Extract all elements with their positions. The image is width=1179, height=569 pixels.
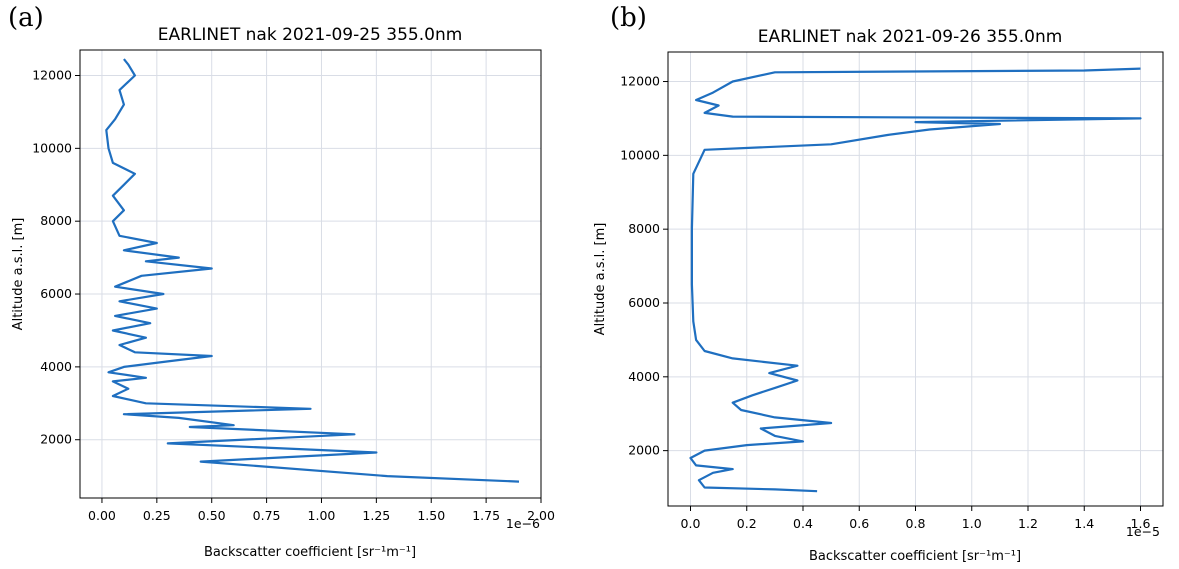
panel-b-series-line	[689, 67, 1142, 493]
x-tick-label: 0.8	[906, 516, 926, 531]
panel-a-ticks: 0.00 0.25 0.50 0.75 1.00 1.25 1.50 1.75 2.00 2000…	[32, 67, 555, 523]
x-tick-label: 1.2	[1018, 516, 1038, 531]
panel-b-xlabel: Backscatter coefficient [sr⁻¹m⁻¹]	[809, 549, 1021, 564]
x-tick-label: 0.75	[253, 508, 281, 523]
x-tick-label: 0.50	[198, 508, 226, 523]
panel-a-xlabel: Backscatter coefficient [sr⁻¹m⁻¹]	[204, 545, 416, 560]
x-tick-label: 1.0	[962, 516, 982, 531]
panel-b-x-offset: 1e−5	[1126, 524, 1160, 539]
panel-a-x-offset: 1e−6	[506, 516, 540, 531]
x-tick-label: 1.25	[362, 508, 390, 523]
panel-a-axes-frame	[79, 49, 542, 499]
panel-a-series-line	[105, 58, 520, 483]
panel-a-title: EARLINET nak 2021-09-25 355.0nm	[158, 25, 463, 45]
panel-b: (b) EARLINET nak 2021-09-26 355.0nm 0.0 0…	[593, 3, 1164, 564]
x-tick-label: 0.0	[681, 516, 701, 531]
y-tick-label: 6000	[628, 295, 660, 310]
x-tick-label: 0.2	[737, 516, 757, 531]
panel-a: (a) EARLINET nak 2021-09-25 355.0nm 0.00…	[8, 3, 555, 560]
y-tick-label: 2000	[628, 443, 660, 458]
x-tick-label: 1.75	[472, 508, 500, 523]
y-tick-label: 12000	[620, 74, 660, 89]
y-tick-label: 8000	[40, 213, 72, 228]
x-tick-label: 0.6	[849, 516, 869, 531]
x-tick-label: 1.4	[1074, 516, 1094, 531]
y-tick-label: 4000	[628, 369, 660, 384]
panel-a-label: (a)	[8, 3, 44, 33]
panel-b-label: (b)	[610, 3, 647, 33]
panel-b-ticks: 0.0 0.2 0.4 0.6 0.8 1.0 1.2 1.4 1.6 2000 4000 6000 8…	[620, 74, 1150, 531]
y-tick-label: 10000	[620, 147, 660, 162]
x-tick-label: 0.25	[143, 508, 171, 523]
x-tick-label: 2.00	[527, 508, 555, 523]
x-tick-label: 1.00	[308, 508, 336, 523]
y-tick-label: 10000	[32, 140, 72, 155]
x-tick-label: 1.50	[417, 508, 445, 523]
panel-b-title: EARLINET nak 2021-09-26 355.0nm	[758, 27, 1063, 47]
y-tick-label: 4000	[40, 359, 72, 374]
x-tick-label: 1.6	[1131, 516, 1151, 531]
y-tick-label: 8000	[628, 221, 660, 236]
y-tick-label: 6000	[40, 286, 72, 301]
x-tick-label: 0.4	[793, 516, 813, 531]
panel-b-ylabel: Altitude a.s.l. [m]	[593, 223, 608, 336]
x-tick-label: 0.00	[88, 508, 116, 523]
y-tick-label: 2000	[40, 432, 72, 447]
y-tick-label: 12000	[32, 67, 72, 82]
panel-b-grid	[668, 52, 1163, 506]
panel-a-ylabel: Altitude a.s.l. [m]	[11, 218, 26, 331]
